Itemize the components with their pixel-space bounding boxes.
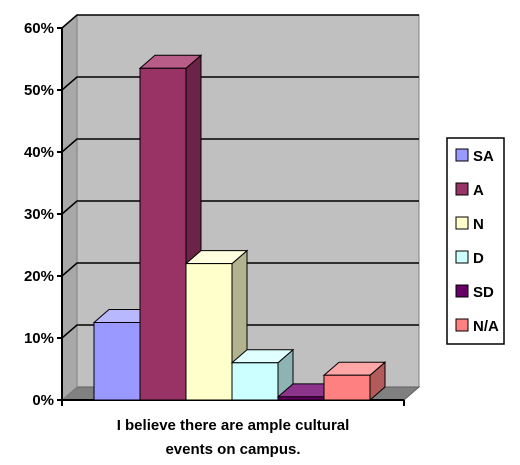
legend-label: SD (473, 284, 494, 301)
gridline (61, 14, 419, 29)
gridline (61, 262, 419, 277)
legend-label: A (473, 182, 484, 199)
x-axis-label-line: events on campus. (165, 441, 300, 458)
bar-front (139, 67, 187, 401)
gridline (61, 324, 419, 339)
bars (92, 54, 387, 402)
legend-item: N (455, 216, 484, 233)
y-tick-label: 50% (24, 82, 54, 99)
bar-na (322, 361, 387, 402)
legend-swatch (455, 148, 469, 162)
bar-front (185, 263, 233, 401)
legend-swatch (455, 284, 469, 298)
y-tick-label: 0% (32, 392, 54, 409)
legend-item: D (455, 250, 484, 267)
y-tick-labels: 0% 10% 20% 30% 40% 50% 60% (24, 20, 54, 409)
legend-swatch (455, 216, 469, 230)
y-tick-label: 10% (24, 330, 54, 347)
legend-swatch (455, 318, 469, 332)
bar-front (231, 362, 279, 401)
legend-label: SA (473, 148, 494, 165)
y-tick-label: 40% (24, 144, 54, 161)
legend-label: D (473, 250, 484, 267)
bar-front (277, 396, 325, 401)
y-tick-label: 60% (24, 20, 54, 37)
x-axis-label: I believe there are ample cultural events… (117, 417, 350, 458)
legend-swatch (455, 182, 469, 196)
bar-front (323, 374, 371, 401)
y-tick-label: 20% (24, 268, 54, 285)
legend-label: N (473, 216, 484, 233)
x-axis-label-line: I believe there are ample cultural (117, 417, 350, 434)
y-tick-label: 30% (24, 206, 54, 223)
gridlines (61, 14, 419, 339)
legend-box (446, 137, 505, 345)
legend-swatch (455, 250, 469, 264)
legend: SA AND SD N/A (446, 137, 505, 345)
bar-a (138, 54, 203, 402)
gridline (61, 76, 419, 91)
bar-front (93, 322, 141, 401)
gridline (61, 138, 419, 153)
gridline (61, 200, 419, 215)
legend-item: N/A (455, 318, 499, 335)
legend-item: SA (455, 148, 494, 165)
legend-item: A (455, 182, 484, 199)
legend-label: N/A (473, 318, 499, 335)
legend-item: SD (455, 284, 494, 301)
